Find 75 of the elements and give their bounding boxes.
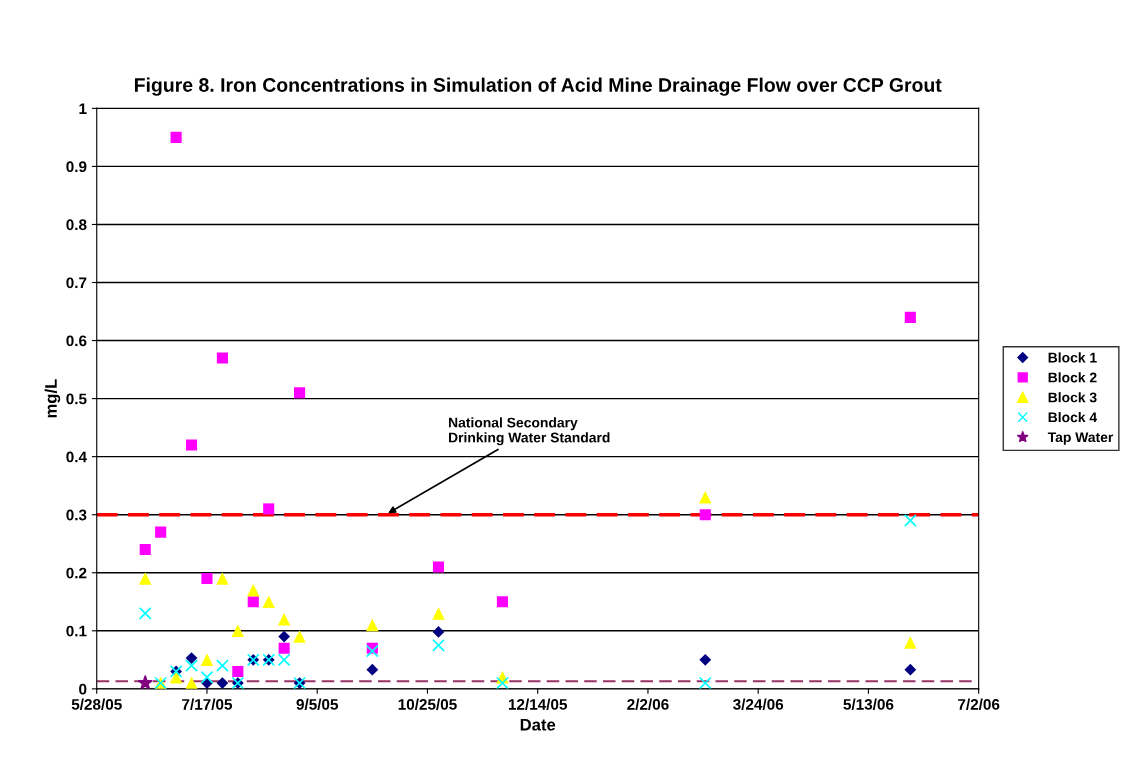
point (432, 607, 445, 620)
x-tick-label: 12/14/05 (508, 698, 568, 710)
point (155, 526, 167, 538)
x-tick-label: 5/13/06 (843, 698, 894, 710)
y-tick-label: 0.7 (66, 277, 87, 289)
y-tick-label: 0 (79, 683, 87, 695)
point (699, 509, 711, 521)
point (366, 663, 379, 676)
point (904, 311, 916, 323)
y-tick-label: 0.9 (66, 161, 87, 173)
point (294, 387, 306, 399)
point (137, 675, 153, 689)
annotation: National Secondary Drinking Water Standard (449, 417, 610, 446)
point (216, 572, 229, 585)
point (904, 636, 917, 649)
point (185, 652, 198, 664)
y-tick-label: 0.3 (66, 509, 87, 521)
legend-label: Block 1 (1048, 352, 1097, 363)
point (496, 596, 508, 608)
point (293, 630, 306, 643)
legend-label: Block 3 (1048, 392, 1097, 403)
point (201, 573, 213, 585)
point (903, 514, 917, 527)
point (232, 665, 244, 677)
point (185, 659, 198, 673)
point (278, 642, 290, 654)
point (904, 663, 917, 676)
point (216, 677, 229, 689)
y-axis-title: mg/L (44, 379, 61, 418)
point (138, 572, 152, 585)
point (699, 491, 712, 504)
point (216, 659, 229, 673)
point (365, 644, 379, 658)
point (277, 612, 291, 626)
y-tick-label: 0.4 (66, 451, 87, 463)
legend-label: Block 4 (1048, 412, 1098, 423)
legend-label: Tap Water (1047, 432, 1114, 445)
point (277, 653, 291, 667)
y-tick-label: 0.2 (66, 567, 87, 579)
point (432, 638, 445, 652)
point (231, 624, 245, 638)
point (138, 607, 152, 620)
x-tick-label: 3/24/06 (733, 698, 784, 710)
point (432, 561, 445, 573)
point (432, 626, 445, 638)
x-axis-title: Date (520, 718, 556, 731)
point (278, 630, 291, 643)
y-tick-label: 0.1 (66, 625, 87, 637)
point (169, 671, 183, 684)
point (185, 439, 198, 451)
point (247, 583, 260, 597)
legend-label: Block 2 (1048, 372, 1097, 383)
point (262, 595, 275, 609)
point (216, 352, 228, 364)
point (366, 618, 379, 632)
point (699, 653, 712, 666)
y-tick-label: 0.6 (66, 335, 87, 347)
x-tick-label: 5/28/05 (71, 698, 122, 710)
x-tick-label: 9/5/05 (296, 698, 339, 710)
point (698, 676, 712, 689)
point (247, 596, 259, 608)
y-tick-label: 0.8 (66, 219, 87, 231)
chart-title: Figure 8. Iron Concentrations in Simulation of Acid Mine Drainage Flow over CCP Grout (134, 77, 942, 96)
point (170, 131, 182, 143)
x-tick-label: 2/2/06 (627, 698, 669, 710)
y-tick-label: 0.5 (66, 393, 87, 405)
point (200, 670, 214, 684)
point (496, 676, 509, 689)
x-tick-label: 7/17/05 (182, 698, 233, 710)
point (263, 503, 275, 515)
point (200, 653, 214, 667)
point (139, 543, 151, 556)
x-tick-label: 7/2/06 (958, 698, 1000, 710)
x-tick-label: 10/25/05 (398, 698, 457, 710)
y-tick-label: 1 (79, 103, 87, 114)
